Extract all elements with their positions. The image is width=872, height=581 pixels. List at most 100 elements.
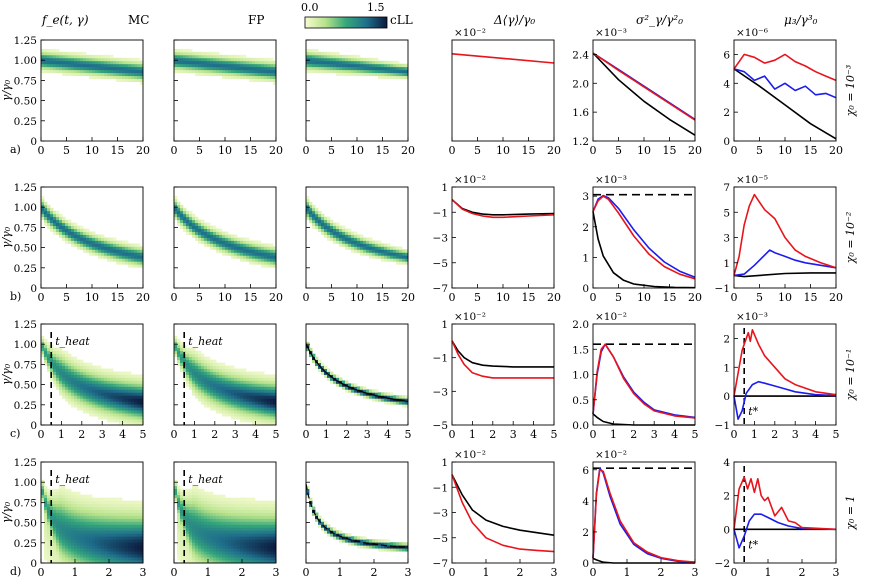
heat-cell bbox=[228, 365, 232, 369]
heat-cell bbox=[68, 66, 72, 71]
heat-cell bbox=[372, 255, 376, 259]
heat-cell bbox=[89, 503, 93, 507]
heat-cell bbox=[134, 518, 138, 522]
heat-cell bbox=[59, 219, 63, 224]
heat-cell bbox=[77, 237, 81, 241]
heat-cell bbox=[125, 78, 129, 82]
heat-cell bbox=[74, 66, 78, 71]
heat-cell bbox=[89, 401, 93, 405]
heat-cell bbox=[56, 63, 60, 68]
heat-cell bbox=[201, 557, 205, 561]
heat-cell bbox=[47, 494, 51, 499]
heat-cell bbox=[131, 518, 135, 522]
heat-cell bbox=[246, 389, 250, 393]
heat-cell bbox=[267, 518, 271, 522]
heat-cell bbox=[53, 219, 57, 224]
heat-cell bbox=[387, 249, 391, 253]
plot-var: ×10⁻³0 5 10 15 201.21.62.02.4 bbox=[572, 27, 702, 157]
heat-cell bbox=[267, 60, 271, 65]
heat-cell bbox=[306, 216, 310, 221]
heat-cell bbox=[264, 539, 268, 543]
heat-cell bbox=[219, 63, 223, 68]
heat-cell bbox=[264, 554, 268, 558]
heat-cell bbox=[86, 404, 90, 408]
heat-cell bbox=[270, 377, 274, 381]
heat-cell bbox=[59, 485, 63, 490]
heat-cell bbox=[137, 69, 141, 74]
heat-cell bbox=[180, 515, 184, 519]
heat-cell bbox=[62, 395, 66, 399]
heat-cell bbox=[261, 389, 265, 393]
x-tick-label: 3 bbox=[833, 566, 840, 579]
heat-cell bbox=[201, 503, 205, 507]
heat-cell bbox=[261, 539, 265, 543]
heat-cell bbox=[113, 404, 117, 408]
heat-cell bbox=[402, 252, 406, 256]
plot-bg bbox=[593, 187, 695, 288]
heat-cell bbox=[62, 368, 66, 372]
heat-cell bbox=[342, 380, 346, 384]
heat-cell bbox=[56, 542, 60, 546]
heat-cell bbox=[273, 264, 277, 268]
heat-cell bbox=[204, 356, 208, 361]
heat-cell bbox=[71, 506, 75, 510]
heat-cell bbox=[213, 509, 217, 513]
heat-cell bbox=[354, 246, 358, 250]
heat-cell bbox=[195, 515, 199, 519]
heat-cell bbox=[213, 368, 217, 372]
heat-cell bbox=[354, 243, 358, 247]
heat-cell bbox=[128, 371, 132, 375]
heat-cell bbox=[128, 545, 132, 549]
heat-cell bbox=[98, 389, 102, 393]
heat-cell bbox=[252, 524, 256, 528]
heat-cell bbox=[59, 69, 63, 74]
heat-cell bbox=[270, 422, 274, 426]
heat-cell bbox=[125, 542, 129, 546]
heat-cell bbox=[186, 530, 190, 534]
heat-cell bbox=[213, 401, 217, 405]
heat-cell bbox=[210, 240, 214, 244]
heat-cell bbox=[267, 75, 271, 80]
heat-cell bbox=[119, 545, 123, 549]
heat-cell bbox=[119, 243, 123, 247]
heat-cell bbox=[119, 506, 123, 510]
heat-cell bbox=[273, 401, 277, 405]
heat-cell bbox=[53, 63, 57, 68]
heat-cell bbox=[273, 261, 277, 265]
heat-cell bbox=[137, 78, 141, 82]
heat-cell bbox=[110, 392, 114, 396]
x-tick-label: 0 bbox=[590, 428, 597, 441]
heat-cell bbox=[53, 210, 57, 215]
heat-cell bbox=[204, 231, 208, 235]
x-tick-label: 2 bbox=[343, 428, 350, 441]
heat-cell bbox=[240, 69, 244, 74]
heat-cell bbox=[186, 494, 190, 499]
heat-cell bbox=[318, 515, 322, 519]
heat-cell bbox=[86, 521, 90, 525]
y-tick-label: 1 bbox=[441, 319, 448, 331]
heat-cell bbox=[183, 497, 187, 502]
heat-cell bbox=[53, 545, 57, 549]
heat-cell bbox=[104, 57, 108, 62]
heat-cell bbox=[201, 359, 205, 364]
heat-cell bbox=[125, 557, 129, 561]
heat-cell bbox=[210, 506, 214, 510]
heat-cell bbox=[122, 404, 126, 408]
y-tick-label: 0.75 bbox=[14, 497, 37, 509]
heat-cell bbox=[252, 515, 256, 519]
heat-cell bbox=[74, 237, 78, 241]
heat-cell bbox=[122, 419, 126, 423]
heat-cell bbox=[180, 368, 184, 372]
heat-cell bbox=[62, 359, 66, 364]
heat-cell bbox=[180, 560, 184, 564]
heat-cell bbox=[74, 362, 78, 366]
heat-cell bbox=[195, 383, 199, 387]
heat-cell bbox=[246, 380, 250, 384]
heat-cell bbox=[216, 518, 220, 522]
heat-cell bbox=[177, 509, 181, 513]
heat-cell bbox=[125, 377, 129, 381]
heat-cell bbox=[137, 509, 141, 513]
heat-cell bbox=[240, 252, 244, 256]
heat-cell bbox=[318, 524, 322, 528]
